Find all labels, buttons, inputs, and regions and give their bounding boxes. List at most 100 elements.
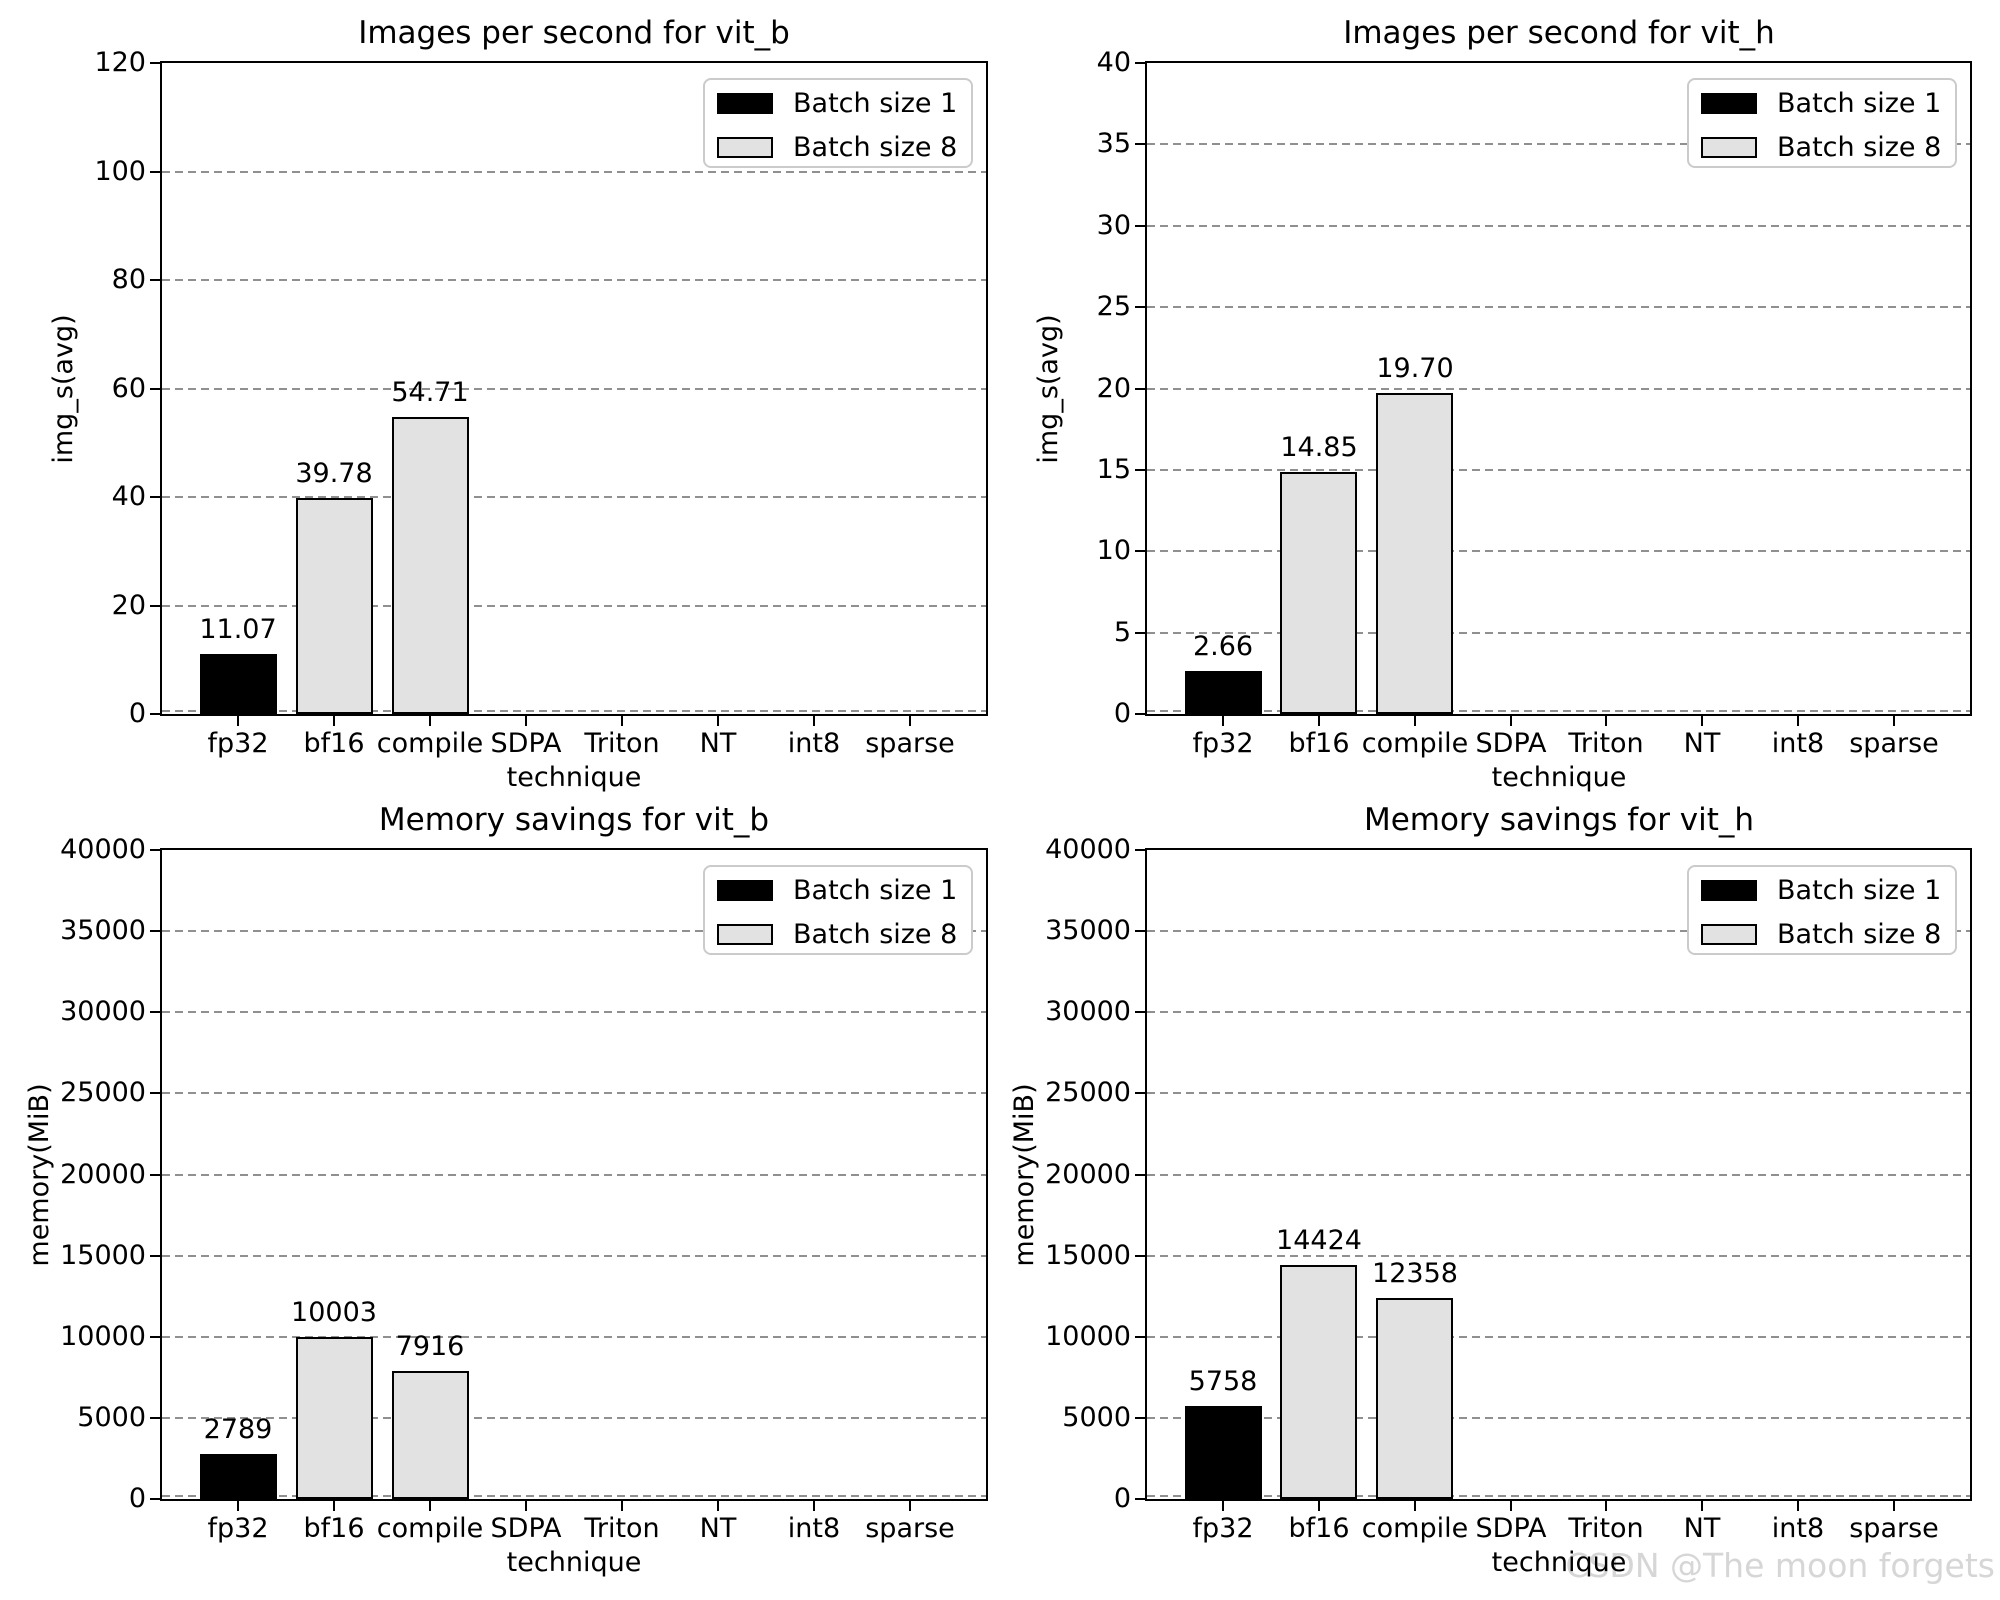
gridline (1147, 143, 1970, 145)
x-tick-label: SDPA (1475, 728, 1547, 759)
bar (1185, 671, 1262, 714)
x-tick-label: bf16 (303, 1513, 365, 1544)
x-tick-mark (1414, 716, 1416, 726)
x-tick-mark (1797, 716, 1799, 726)
x-tick-mark (525, 1501, 527, 1511)
gridline (1147, 1174, 1970, 1176)
y-tick-label: 15000 (1045, 1240, 1131, 1271)
gridline (1147, 1255, 1970, 1257)
y-tick-mark (150, 279, 160, 281)
y-tick-label: 20 (1096, 373, 1131, 404)
gridline (1147, 1011, 1970, 1013)
legend-swatch (717, 93, 773, 114)
legend-swatch (1701, 924, 1757, 945)
x-axis-label: technique (1491, 762, 1627, 793)
y-tick-label: 0 (1113, 1483, 1131, 1514)
bar-value-label: 10003 (291, 1297, 377, 1328)
y-tick-mark (150, 930, 160, 932)
y-tick-label: 20000 (60, 1159, 146, 1190)
gridline (162, 1336, 986, 1338)
chart-title: Images per second for vit_h (1343, 15, 1775, 51)
y-tick-mark (150, 1255, 160, 1257)
y-tick-label: 10 (1096, 535, 1131, 566)
bar (1376, 393, 1453, 714)
y-tick-mark (150, 62, 160, 64)
x-tick-mark (237, 1501, 239, 1511)
x-tick-mark (333, 1501, 335, 1511)
x-tick-label: NT (699, 1513, 737, 1544)
legend: Batch size 1 Batch size 8 (1687, 78, 1957, 168)
bar (296, 498, 373, 714)
x-tick-label: Triton (1568, 728, 1644, 759)
x-tick-mark (333, 716, 335, 726)
y-tick-mark (150, 605, 160, 607)
legend: Batch size 1 Batch size 8 (703, 78, 973, 168)
x-tick-mark (813, 1501, 815, 1511)
x-axis-label: technique (1491, 1547, 1627, 1578)
legend-label: Batch size 8 (793, 919, 958, 950)
gridline (162, 1092, 986, 1094)
x-tick-label: sparse (1849, 1513, 1939, 1544)
gridline (1147, 930, 1970, 932)
y-tick-label: 60 (111, 373, 146, 404)
gridline (162, 1495, 986, 1497)
x-tick-label: NT (1683, 728, 1721, 759)
gridline (1147, 225, 1970, 227)
legend: Batch size 1 Batch size 8 (1687, 865, 1957, 955)
y-tick-mark (150, 849, 160, 851)
y-tick-mark (150, 713, 160, 715)
x-tick-label: int8 (1771, 728, 1825, 759)
y-tick-label: 0 (128, 1483, 146, 1514)
x-tick-mark (717, 1501, 719, 1511)
y-tick-label: 30 (1096, 210, 1131, 241)
x-tick-label: SDPA (1475, 1513, 1547, 1544)
x-tick-mark (1222, 716, 1224, 726)
y-tick-mark (1135, 1011, 1145, 1013)
gridline (162, 1417, 986, 1419)
bar-value-label: 7916 (395, 1331, 465, 1362)
gridline (162, 1011, 986, 1013)
bar-value-label: 2789 (203, 1414, 273, 1445)
bar (392, 417, 469, 714)
y-tick-label: 5000 (77, 1402, 146, 1433)
y-tick-mark (1135, 469, 1145, 471)
legend-swatch (1701, 93, 1757, 114)
chart-title: Memory savings for vit_h (1363, 802, 1755, 838)
x-tick-mark (1318, 716, 1320, 726)
gridline (162, 605, 986, 607)
y-tick-label: 15000 (60, 1240, 146, 1271)
y-tick-mark (1135, 1417, 1145, 1419)
gridline (1147, 710, 1970, 712)
x-tick-mark (1222, 1501, 1224, 1511)
x-tick-label: compile (376, 728, 484, 759)
x-tick-mark (429, 716, 431, 726)
y-tick-label: 15 (1096, 454, 1131, 485)
bar-value-label: 2.66 (1192, 631, 1254, 662)
y-tick-label: 80 (111, 264, 146, 295)
x-tick-label: Triton (584, 728, 660, 759)
y-tick-mark (1135, 1498, 1145, 1500)
y-tick-label: 30000 (60, 996, 146, 1027)
y-tick-mark (1135, 849, 1145, 851)
x-tick-label: SDPA (490, 1513, 562, 1544)
y-tick-mark (1135, 930, 1145, 932)
y-tick-mark (1135, 550, 1145, 552)
x-tick-label: compile (1361, 1513, 1469, 1544)
y-tick-mark (150, 1011, 160, 1013)
y-tick-mark (150, 388, 160, 390)
gridline (1147, 550, 1970, 552)
bar (1280, 472, 1357, 714)
bar-value-label: 39.78 (295, 458, 373, 489)
x-tick-label: Triton (584, 1513, 660, 1544)
x-tick-mark (1510, 1501, 1512, 1511)
x-tick-mark (429, 1501, 431, 1511)
x-tick-mark (1605, 716, 1607, 726)
x-tick-mark (1414, 1501, 1416, 1511)
gridline (1147, 1495, 1970, 1497)
y-tick-label: 20 (111, 590, 146, 621)
gridline (1147, 306, 1970, 308)
